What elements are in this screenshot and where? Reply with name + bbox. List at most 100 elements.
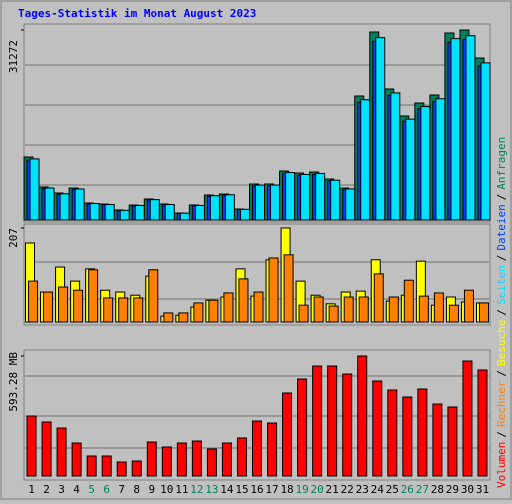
legend-entry: Seiten [495, 265, 508, 305]
bar [193, 302, 204, 323]
x-tick-label: 2 [43, 483, 50, 496]
bar [312, 365, 323, 477]
bar [270, 184, 281, 221]
x-tick-label: 20 [311, 483, 324, 496]
x-tick-label: 17 [265, 483, 278, 496]
legend-separator: / [495, 194, 508, 201]
bar [89, 203, 100, 221]
bar [480, 62, 491, 221]
bar [255, 184, 265, 221]
bar [402, 396, 413, 477]
bar [236, 437, 247, 477]
bar [315, 172, 326, 221]
bar [146, 441, 157, 477]
bar [116, 461, 127, 477]
x-tick-label: 26 [401, 483, 414, 496]
bar [179, 212, 190, 221]
legend: Volumen / Rechner / Besuche / Seiten / Dateien / A… [495, 137, 508, 488]
bar [58, 286, 69, 323]
bar [86, 455, 97, 477]
y-tick-label: 31272 [7, 40, 20, 73]
bar [477, 369, 488, 477]
bar [465, 35, 476, 221]
bar [417, 388, 428, 477]
legend-separator: / [495, 255, 508, 262]
x-tick-label: 25 [386, 483, 399, 496]
bar [313, 296, 324, 323]
bar [357, 355, 368, 477]
bar [104, 203, 115, 221]
bar [447, 406, 458, 477]
bar [462, 360, 473, 477]
bar [41, 421, 52, 477]
bar [119, 209, 130, 221]
bar [342, 373, 353, 477]
bar [163, 312, 174, 323]
bar [161, 446, 172, 477]
bar [478, 302, 489, 323]
bar [178, 312, 189, 323]
y-tick-label: 593.28 MB [7, 352, 20, 412]
x-tick-label: 1 [28, 483, 35, 496]
bar [327, 365, 338, 477]
legend-entry: Dateien [495, 204, 508, 250]
bar [405, 118, 416, 221]
chart-title: Tages-Statistik im Monat August 2023 [18, 7, 256, 20]
bar [118, 297, 129, 323]
bar [298, 304, 309, 323]
bar [88, 269, 99, 323]
bar [343, 296, 354, 323]
x-tick-label: 23 [356, 483, 369, 496]
bar [206, 448, 217, 477]
x-tick-label: 16 [250, 483, 263, 496]
bar [74, 188, 85, 221]
bar [358, 296, 369, 323]
bar [328, 305, 339, 323]
legend-separator: / [495, 431, 508, 438]
bar [44, 187, 55, 221]
x-tick-label: 22 [341, 483, 354, 496]
bar [388, 296, 399, 323]
bar [285, 171, 296, 221]
x-tick-label: 19 [295, 483, 308, 496]
x-tick-label: 5 [88, 483, 95, 496]
bar [345, 188, 356, 221]
bar [238, 278, 249, 323]
bar [432, 403, 443, 477]
x-tick-label: 29 [446, 483, 459, 496]
x-tick-label: 13 [205, 483, 218, 496]
bar [418, 295, 429, 323]
bar [73, 289, 84, 323]
bar [133, 297, 144, 323]
bar [390, 92, 401, 221]
bar [463, 289, 474, 323]
bar [191, 440, 202, 477]
x-tick-label: 11 [175, 483, 188, 496]
bar [268, 257, 279, 323]
bar [387, 389, 398, 477]
bar [450, 38, 461, 221]
bar [209, 195, 220, 221]
x-tick-label: 15 [235, 483, 248, 496]
legend-entry: Rechner [495, 380, 508, 427]
bar [373, 273, 384, 323]
bar [360, 99, 371, 221]
bar [101, 455, 112, 477]
bar [56, 427, 67, 477]
bar [224, 194, 235, 221]
bar [194, 204, 205, 221]
bar [433, 292, 444, 323]
bar [448, 304, 459, 323]
bar [239, 208, 250, 221]
y-tick-label: 207 [7, 228, 20, 248]
bar [29, 158, 40, 221]
bar [134, 204, 145, 221]
bar [149, 199, 160, 221]
bar [148, 269, 159, 323]
x-tick-label: 8 [133, 483, 140, 496]
bar [176, 442, 187, 477]
bar [282, 392, 293, 477]
legend-entry: Anfragen [495, 137, 508, 190]
bar [372, 380, 383, 477]
